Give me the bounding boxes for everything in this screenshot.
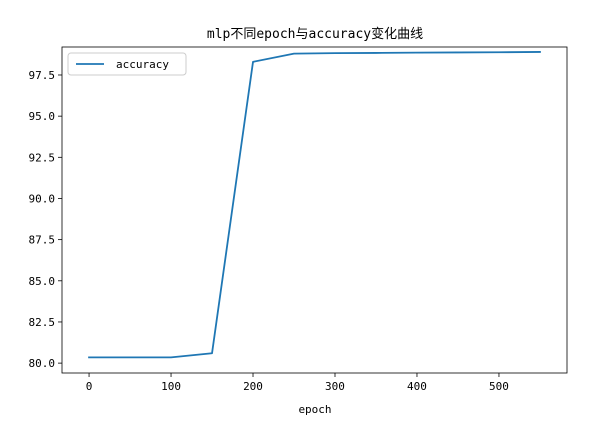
x-tick-label-3: 300 (325, 380, 345, 393)
x-tick-label-1: 100 (161, 380, 181, 393)
series-line-accuracy (88, 51, 541, 359)
x-tick-label-0: 0 (86, 380, 93, 393)
y-tick-label-2: 85.0 (29, 275, 56, 288)
legend-label-0: accuracy (116, 58, 169, 71)
y-tick-label-1: 82.5 (29, 316, 56, 329)
y-tick-label-6: 95.0 (29, 110, 56, 123)
axes-frame (61, 46, 568, 374)
y-tick-label-5: 92.5 (29, 151, 56, 164)
legend-box (67, 52, 187, 76)
y-tick-label-7: 97.5 (29, 69, 56, 82)
plot-area: 0 100 200 300 400 500 80.0 82.5 85.0 87.5 90.0 92.5… (29, 46, 568, 393)
legend: accuracy (67, 52, 187, 76)
y-tick-label-3: 87.5 (29, 234, 56, 247)
x-tick-label-4: 400 (407, 380, 427, 393)
x-tick-label-5: 500 (489, 380, 509, 393)
y-tick-label-4: 90.0 (29, 192, 56, 205)
chart-title: mlp不同epoch与accuracy变化曲线 (207, 26, 423, 42)
y-tick-label-0: 80.0 (29, 357, 56, 370)
x-axis-label: epoch (298, 403, 331, 416)
x-tick-label-2: 200 (243, 380, 263, 393)
